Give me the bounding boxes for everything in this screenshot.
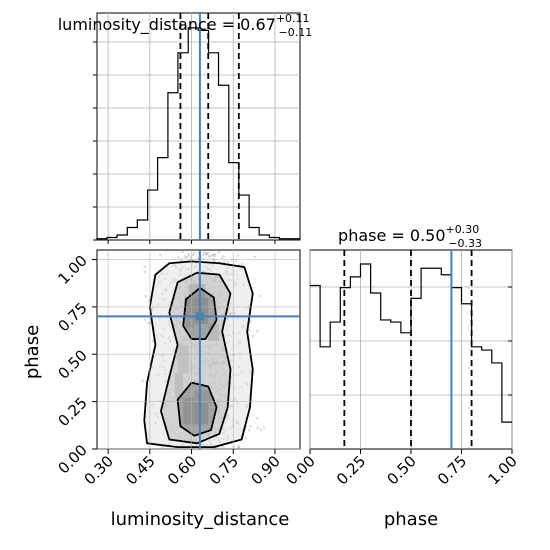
sample-point <box>207 251 210 255</box>
title-plus: +0.11 <box>276 12 310 25</box>
luminosity-distance-title: luminosity_distance = 0.67+0.11 −0.11 <box>58 12 313 39</box>
x-tick-label: 0.50 <box>383 452 419 488</box>
tick-marks <box>309 286 513 454</box>
sample-point <box>187 254 191 258</box>
x-tick-label: 0.90 <box>247 452 283 488</box>
grid-lines <box>97 13 300 240</box>
sample-point <box>259 428 263 431</box>
luminosity-distance-tick-labels: 0.30 0.45 0.60 0.75 0.90 <box>81 452 284 488</box>
title-prefix: phase = 0.50 <box>338 226 445 245</box>
y-tick-label: 0.75 <box>54 299 90 335</box>
y-axis-label-phase: phase <box>22 325 43 379</box>
sample-point <box>207 255 211 259</box>
sample-point <box>244 436 248 440</box>
x-tick-label: 0.45 <box>122 452 158 488</box>
x-axis-label-phase: phase <box>384 509 438 530</box>
sample-point <box>258 294 262 298</box>
sample-point <box>256 416 259 420</box>
sample-point <box>226 260 230 264</box>
y-tick-label: 0.50 <box>54 346 90 382</box>
title-minus: −0.33 <box>448 237 482 250</box>
sample-point <box>213 254 216 258</box>
sample-point <box>237 446 241 449</box>
phase-tick-labels: 0.000.250.500.751.00 <box>54 252 90 478</box>
x-tick-label: 0.25 <box>333 452 369 488</box>
sample-point <box>144 294 148 298</box>
contour-inner-bottom <box>176 381 218 437</box>
sample-point <box>158 253 162 257</box>
sample-point <box>187 252 190 256</box>
x-tick-label: 0.75 <box>206 452 242 488</box>
sample-point <box>217 250 221 254</box>
x-tick-label: 0.00 <box>282 452 318 488</box>
luminosity-distance-vs-phase-panel <box>92 250 300 454</box>
sample-point <box>236 254 240 258</box>
sample-point <box>209 254 212 258</box>
sample-point <box>192 251 196 255</box>
luminosity-distance-histogram-panel <box>93 13 300 244</box>
title-minus: −0.11 <box>279 26 313 39</box>
phase-title: phase = 0.50+0.30 −0.33 <box>338 223 482 250</box>
sample-point <box>143 265 147 269</box>
x-axis-label-luminosity-distance: luminosity_distance <box>111 509 290 530</box>
sample-point <box>212 253 215 256</box>
sample-point <box>237 445 240 448</box>
sample-point <box>241 262 244 266</box>
sample-point <box>181 250 185 254</box>
quantile-lines <box>343 250 473 449</box>
x-tick-label: 0.75 <box>434 452 470 488</box>
sample-point <box>262 426 266 429</box>
y-tick-label: 0.25 <box>54 394 90 430</box>
sample-point <box>249 425 253 428</box>
title-prefix: luminosity_distance = 0.67 <box>58 15 276 35</box>
tick-marks <box>92 258 276 454</box>
phase-x-tick-labels: 0.00 0.25 0.50 0.75 1.00 <box>282 452 520 488</box>
sample-point <box>253 255 257 259</box>
phase-histogram-panel <box>309 250 513 454</box>
sample-point <box>160 445 164 449</box>
quantile-lines <box>179 13 240 240</box>
sample-point <box>184 255 187 258</box>
y-tick-label: 1.00 <box>54 252 90 288</box>
sample-point <box>203 251 206 254</box>
sample-point <box>213 253 217 256</box>
sample-point <box>143 270 147 273</box>
sample-point <box>205 253 208 256</box>
sample-point <box>191 253 195 257</box>
grid-lines <box>97 250 300 450</box>
sample-point <box>256 426 260 430</box>
sample-point <box>185 256 188 259</box>
sample-point <box>204 252 207 256</box>
x-tick-label: 0.60 <box>164 452 200 488</box>
truth-marker <box>195 312 204 321</box>
sample-point <box>255 329 259 333</box>
panel-frame <box>96 12 301 241</box>
x-tick-label: 1.00 <box>484 452 520 488</box>
sample-point <box>222 255 225 258</box>
sample-point <box>201 253 205 257</box>
sample-point <box>220 257 224 260</box>
sample-point <box>248 429 251 432</box>
sample-point <box>151 339 155 343</box>
sample-point <box>176 256 180 259</box>
sample-point <box>141 379 145 382</box>
sample-point <box>251 334 255 338</box>
luminosity-distance-histogram-step <box>96 27 300 240</box>
sample-point <box>211 253 214 257</box>
sample-point <box>143 318 147 322</box>
sample-point <box>222 446 226 449</box>
y-tick-marks <box>93 41 276 244</box>
sample-point <box>223 260 226 263</box>
sample-point <box>179 258 183 262</box>
sample-point <box>205 251 208 255</box>
sample-point <box>216 446 219 450</box>
title-plus: +0.30 <box>446 223 480 236</box>
